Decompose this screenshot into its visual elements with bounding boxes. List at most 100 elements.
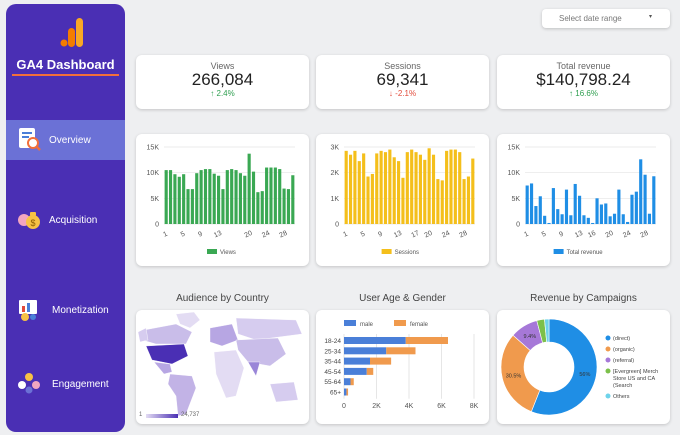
bar — [573, 183, 577, 224]
x-tick-label: 2K — [372, 403, 381, 410]
map-region-alaska — [137, 327, 149, 343]
x-tick-label: 1 — [162, 231, 169, 239]
legend-swatch — [605, 357, 611, 363]
bar — [586, 217, 590, 224]
sidebar-item-monetization[interactable]: Monetization — [6, 290, 125, 330]
legend-label: Total revenue — [567, 250, 604, 256]
monetization-icon — [19, 300, 37, 321]
bar — [525, 185, 529, 224]
kpi-delta: ↑ 16.6% — [497, 89, 670, 98]
bar — [392, 157, 396, 224]
map-region-usa — [145, 343, 189, 365]
legend-swatch — [553, 249, 564, 254]
x-tick-label: 5 — [360, 231, 367, 239]
x-tick-label: 1 — [342, 231, 349, 239]
bar — [423, 159, 427, 224]
bar — [278, 169, 282, 224]
bar — [453, 149, 457, 224]
bar — [617, 189, 621, 224]
x-tick-label: 17 — [410, 230, 420, 240]
bar — [410, 149, 414, 224]
world-map[interactable] — [136, 310, 309, 424]
bar — [647, 213, 652, 224]
bar — [529, 183, 534, 224]
revenue-bar-chart: 0 5K 10K 15K 1 5 9 13 16 20 24 28 Total revenue — [508, 145, 656, 256]
bar — [595, 198, 599, 224]
map-region-asia — [235, 337, 287, 367]
sidebar-item-label: Acquisition — [49, 214, 98, 226]
bar — [626, 221, 630, 224]
date-range-selector[interactable]: Select date range ▾ — [542, 9, 670, 28]
bar — [344, 347, 387, 355]
bar — [282, 188, 286, 224]
sessions-chart-card: 0 1K 2K 3K 1 5 9 13 17 20 24 28 Sessions — [316, 134, 489, 266]
bar — [551, 188, 555, 224]
legend-label: male — [360, 322, 374, 328]
bar — [344, 388, 347, 396]
sidebar-item-acquisition[interactable]: $ Acquisition — [6, 200, 125, 240]
map-region-india — [247, 361, 261, 377]
bar — [269, 167, 273, 224]
views-chart-card: 0 5K 10K 15K 1 5 9 13 20 24 28 Views — [136, 134, 309, 266]
bar — [556, 209, 560, 224]
y-tick-label: 10K — [147, 170, 160, 177]
bar — [639, 159, 643, 224]
kpi-delta: ↑ 2.4% — [136, 89, 309, 98]
bar — [543, 215, 547, 224]
sidebar-item-overview[interactable]: Overview — [6, 120, 125, 160]
legend-swatch — [605, 393, 611, 399]
bar — [534, 206, 538, 224]
legend-min: 1 — [139, 412, 143, 418]
overview-report-icon — [19, 128, 41, 151]
bar — [427, 148, 431, 224]
x-tick-label: 8K — [470, 403, 479, 410]
arrow-up-icon: ↑ — [210, 89, 215, 98]
sidebar-item-label: Monetization — [52, 304, 109, 316]
x-tick-label: 5 — [541, 231, 548, 239]
kpi-value: 69,341 — [376, 70, 429, 89]
x-tick-label: 13 — [574, 230, 584, 240]
bar — [569, 215, 573, 224]
legend-swatch — [344, 320, 356, 326]
x-tick-label: 0 — [342, 403, 346, 410]
revenue-chart-card: 0 5K 10K 15K 1 5 9 13 16 20 24 28 Total revenue — [497, 134, 670, 266]
bar — [418, 154, 422, 224]
y-tick-label: 45-54 — [324, 369, 341, 376]
bar — [366, 367, 374, 375]
x-tick-label: 24 — [622, 230, 632, 240]
bar — [445, 150, 449, 224]
bar — [344, 367, 367, 375]
bar — [265, 167, 269, 224]
legend-label: Others — [613, 394, 630, 400]
y-tick-label: 5K — [511, 196, 520, 203]
sidebar-item-engagement[interactable]: Engagement — [6, 364, 125, 404]
x-tick-label: 20 — [424, 230, 434, 240]
section-title-country: Audience by Country — [176, 293, 269, 304]
bar — [286, 189, 291, 224]
x-tick-label: 4K — [405, 403, 414, 410]
views-bar-chart: 0 5K 10K 15K 1 5 9 13 20 24 28 Views — [147, 145, 295, 256]
svg-text:$: $ — [30, 218, 35, 228]
bar — [168, 170, 173, 224]
legend-label: Views — [220, 250, 236, 256]
bar — [471, 158, 475, 224]
x-tick-label: 20 — [605, 230, 615, 240]
bar — [440, 180, 444, 224]
legend-swatch — [207, 249, 217, 254]
bar — [195, 173, 199, 224]
y-tick-label: 15K — [508, 145, 521, 152]
legend-label: (organic) — [613, 347, 635, 353]
bar — [578, 195, 582, 224]
kpi-card-views: Views 266,084 ↑ 2.4% — [136, 55, 309, 109]
slice-label: 30.5% — [506, 374, 522, 380]
bar — [436, 179, 440, 224]
arrow-down-icon: ↓ — [388, 89, 393, 98]
campaigns-card: 56% 30.5% 9.4% (direct) (organic) (referral) [… — [497, 310, 670, 424]
bar — [383, 152, 388, 224]
x-tick-label: 9 — [558, 231, 565, 239]
bar — [212, 173, 216, 224]
bar — [366, 176, 370, 224]
bar — [604, 203, 608, 224]
bar — [466, 176, 471, 224]
y-tick-label: 10K — [508, 170, 521, 177]
